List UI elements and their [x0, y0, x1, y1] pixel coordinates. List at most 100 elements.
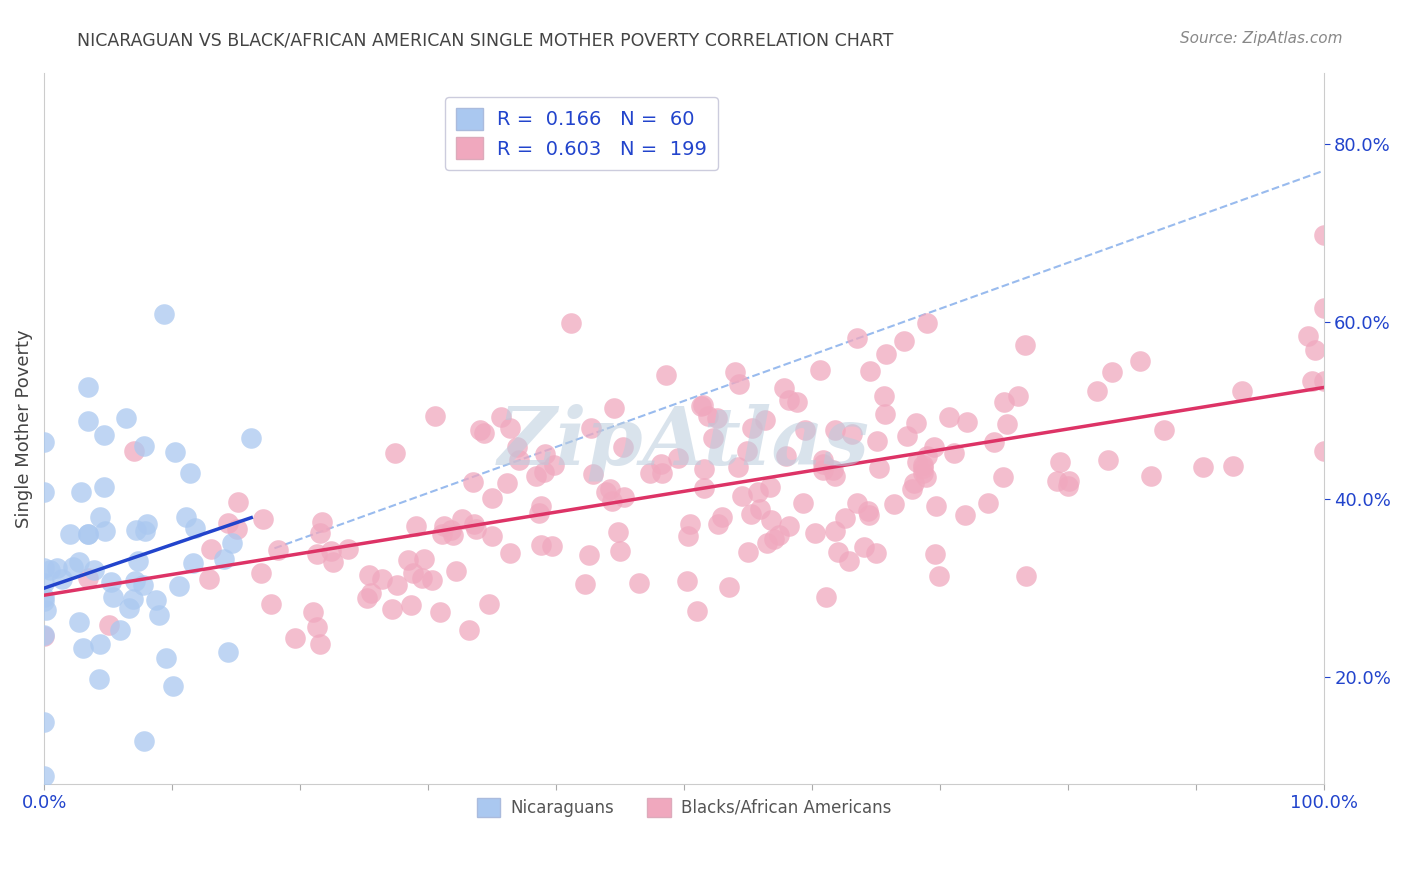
Point [741, 421, 763, 435]
Point [155, 650, 177, 665]
Point [93, 480, 115, 494]
Point [1303, 343, 1326, 357]
Point [240, 431, 263, 445]
Point [322, 555, 344, 569]
Point [786, 395, 808, 409]
Point [221, 536, 243, 550]
Point [381, 602, 404, 616]
Point [1015, 569, 1038, 583]
Point [697, 409, 720, 423]
Point [905, 455, 928, 469]
Point [1230, 384, 1253, 398]
Point [1153, 423, 1175, 437]
Point [991, 470, 1014, 484]
Point [114, 411, 136, 425]
Point [993, 395, 1015, 409]
Point [1057, 474, 1080, 488]
Point [32, 628, 55, 642]
Point [32, 804, 55, 818]
Point [956, 416, 979, 430]
Point [184, 521, 207, 535]
Point [808, 363, 831, 377]
Point [499, 546, 522, 560]
Legend: Nicaraguans, Blacks/African Americans: Nicaraguans, Blacks/African Americans [468, 789, 900, 825]
Point [134, 439, 156, 453]
Point [925, 499, 948, 513]
Point [912, 461, 935, 475]
Point [763, 532, 786, 546]
Point [1139, 469, 1161, 483]
Point [32, 434, 55, 449]
Point [132, 734, 155, 748]
Point [693, 481, 716, 495]
Point [707, 517, 730, 532]
Point [32, 769, 55, 783]
Point [600, 494, 623, 508]
Point [838, 554, 860, 568]
Point [873, 389, 896, 403]
Point [928, 568, 950, 582]
Point [481, 491, 503, 506]
Point [496, 476, 519, 491]
Point [749, 502, 772, 516]
Point [67, 555, 90, 569]
Point [183, 557, 205, 571]
Point [579, 421, 602, 435]
Point [405, 519, 427, 533]
Point [778, 519, 800, 533]
Point [1301, 374, 1323, 388]
Point [162, 679, 184, 693]
Point [1097, 452, 1119, 467]
Point [865, 546, 887, 560]
Point [385, 578, 408, 592]
Point [747, 485, 769, 500]
Point [1057, 479, 1080, 493]
Point [1312, 301, 1334, 315]
Point [464, 522, 486, 536]
Point [489, 410, 512, 425]
Point [463, 475, 485, 489]
Point [917, 316, 939, 330]
Point [811, 453, 834, 467]
Point [638, 466, 661, 480]
Point [813, 458, 835, 472]
Point [499, 421, 522, 435]
Point [305, 547, 328, 561]
Point [319, 543, 342, 558]
Point [711, 509, 734, 524]
Point [83, 563, 105, 577]
Point [530, 537, 553, 551]
Point [446, 564, 468, 578]
Point [824, 524, 846, 539]
Point [308, 637, 330, 651]
Point [32, 594, 55, 608]
Point [62, 559, 84, 574]
Point [357, 568, 380, 582]
Point [212, 552, 235, 566]
Point [433, 519, 456, 533]
Point [423, 409, 446, 423]
Point [803, 525, 825, 540]
Point [451, 512, 474, 526]
Point [1312, 227, 1334, 242]
Point [217, 516, 239, 531]
Point [904, 417, 927, 431]
Point [737, 545, 759, 559]
Point [32, 715, 55, 730]
Point [77, 571, 100, 585]
Point [356, 591, 378, 605]
Point [778, 392, 800, 407]
Point [706, 411, 728, 425]
Point [773, 381, 796, 395]
Point [440, 523, 463, 537]
Point [676, 529, 699, 543]
Point [727, 460, 749, 475]
Point [655, 368, 678, 382]
Point [124, 574, 146, 588]
Point [1312, 444, 1334, 458]
Point [676, 574, 699, 589]
Point [896, 429, 918, 443]
Point [32, 561, 55, 575]
Point [912, 458, 935, 472]
Point [912, 466, 935, 480]
